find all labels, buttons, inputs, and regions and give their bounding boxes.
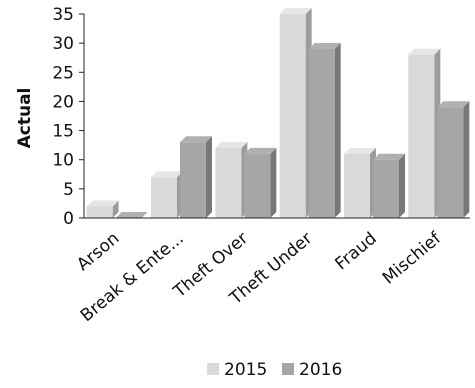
bar-front bbox=[86, 206, 113, 218]
bar-2015-3 bbox=[279, 8, 312, 218]
y-tick-label: 10 bbox=[52, 151, 74, 171]
bar-2016-3 bbox=[308, 42, 341, 218]
bar-side bbox=[206, 136, 212, 218]
bar-front bbox=[408, 54, 435, 218]
y-axis-ticks: 0 5 10 15 20 25 30 35 bbox=[52, 5, 84, 229]
x-tick-label: Fraud bbox=[331, 229, 380, 275]
bar-top bbox=[344, 147, 376, 154]
bar-2015-1 bbox=[151, 171, 183, 218]
bar-front bbox=[308, 48, 335, 218]
legend-item: 2016 bbox=[282, 360, 342, 380]
legend: 2015 2016 bbox=[207, 360, 342, 380]
bar-top bbox=[115, 212, 148, 218]
bar-front bbox=[180, 142, 206, 218]
bar-side bbox=[270, 147, 277, 218]
bar-2015-4 bbox=[344, 147, 376, 218]
bar-front bbox=[279, 14, 306, 218]
y-tick-label: 5 bbox=[63, 180, 74, 200]
legend-label: 2015 bbox=[224, 360, 267, 380]
bar-front bbox=[151, 177, 177, 218]
bar-2016-4 bbox=[373, 153, 405, 218]
y-tick-label: 0 bbox=[63, 209, 74, 229]
legend-swatch bbox=[207, 363, 219, 375]
bar-side bbox=[399, 153, 405, 218]
bar-front bbox=[344, 153, 370, 218]
bar-top bbox=[308, 42, 341, 49]
y-tick-label: 35 bbox=[52, 5, 74, 25]
bar-top bbox=[373, 153, 405, 160]
bar-top bbox=[279, 8, 312, 14]
x-tick-label: Arson bbox=[73, 229, 123, 276]
x-tick-label: Mischief bbox=[379, 228, 446, 289]
bar-2016-2 bbox=[244, 147, 277, 218]
bar-side bbox=[463, 101, 470, 218]
y-tick-label: 20 bbox=[52, 92, 74, 112]
bar-top bbox=[215, 142, 248, 149]
bar-top bbox=[437, 101, 470, 108]
y-tick-label: 30 bbox=[52, 34, 74, 54]
bars bbox=[86, 8, 470, 219]
bar-2016-1 bbox=[180, 136, 212, 218]
bar-top bbox=[408, 48, 441, 55]
bar-side bbox=[334, 42, 341, 218]
bar-2015-0 bbox=[86, 200, 119, 218]
bar-top bbox=[180, 136, 212, 143]
bar-front bbox=[373, 159, 399, 218]
bar-2015-2 bbox=[215, 142, 248, 218]
y-tick-label: 25 bbox=[52, 63, 74, 83]
y-tick-label: 15 bbox=[52, 122, 74, 142]
bar-2016-5 bbox=[437, 101, 470, 218]
bar-front bbox=[437, 107, 464, 218]
legend-item: 2015 bbox=[207, 360, 267, 380]
bar-front bbox=[244, 153, 271, 218]
bar-side bbox=[112, 200, 119, 218]
bar-top bbox=[244, 147, 277, 154]
bar-top bbox=[151, 171, 183, 178]
y-axis-label: Actual bbox=[15, 88, 35, 149]
legend-label: 2016 bbox=[299, 360, 342, 380]
bar-top bbox=[86, 200, 119, 207]
bar-front bbox=[215, 148, 242, 218]
legend-swatch bbox=[282, 363, 294, 375]
bar-2015-5 bbox=[408, 48, 441, 218]
